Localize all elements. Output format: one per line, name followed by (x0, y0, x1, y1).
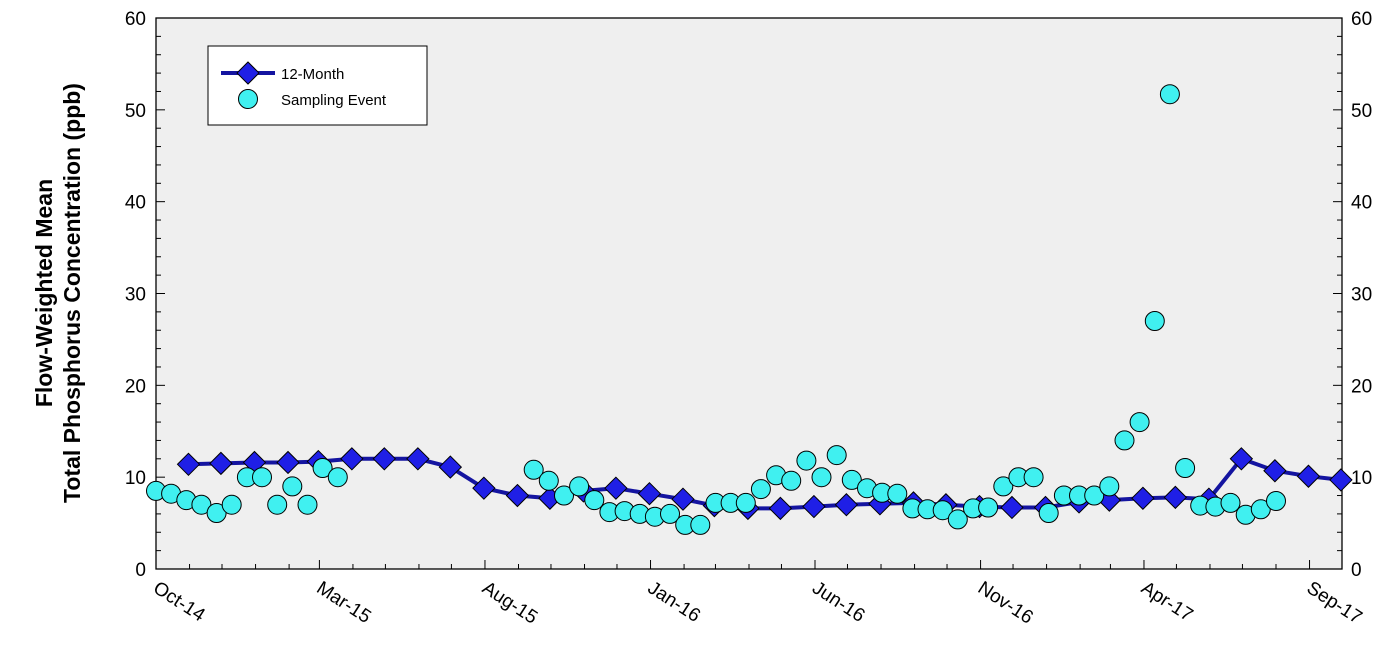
point-sampling-event (1023, 467, 1044, 488)
point-sampling-event (221, 494, 242, 515)
y-tick-label-right: 40 (1351, 193, 1372, 214)
point-sampling-event (206, 503, 227, 523)
legend-label-12-month: 12-Month (281, 66, 344, 83)
x-tick-label: Aug-15 (478, 578, 541, 629)
legend-box (207, 45, 428, 126)
y-tick-label-right: 60 (1351, 9, 1372, 30)
x-axis: Oct-14 Mar-15 Aug-15 Jan-16 Jun-16 Nov-16 Apr-… (149, 560, 1366, 629)
y-tick-label-right: 10 (1351, 468, 1372, 489)
point-sampling-event (993, 476, 1014, 497)
point-12-month (604, 476, 628, 500)
point-sampling-event (887, 483, 908, 504)
point-sampling-event (750, 479, 771, 500)
point-sampling-event (841, 469, 862, 490)
point-12-month (1296, 464, 1321, 488)
point-12-month (176, 452, 201, 477)
point-12-month (372, 447, 397, 471)
point-sampling-event (252, 467, 272, 488)
y-tick-label-left: 50 (125, 101, 146, 122)
y-tick-label-left: 30 (125, 285, 146, 306)
y-axis-title: Flow-Weighted Mean Total Phosphorus Conc… (31, 83, 85, 503)
y-tick-label-right: 20 (1351, 376, 1372, 397)
x-tick-label: Sep-17 (1303, 578, 1366, 629)
point-sampling-event (569, 476, 590, 497)
point-12-month (1263, 459, 1287, 483)
y-tick-label-left: 20 (125, 376, 146, 397)
point-sampling-event (947, 509, 968, 530)
point-12-month (1131, 486, 1155, 510)
point-12-month (1163, 485, 1188, 510)
x-tick-label: Nov-16 (974, 578, 1037, 629)
point-12-month (1000, 495, 1024, 520)
y-tick-label-right: 0 (1351, 560, 1362, 581)
point-sampling-event (1220, 492, 1241, 513)
legend-marker-12-month (236, 61, 260, 85)
y-axis-title-line1: Flow-Weighted Mean (31, 179, 57, 407)
point-sampling-event (690, 514, 711, 535)
point-12-month (276, 450, 300, 475)
point-sampling-event (1250, 499, 1271, 520)
point-12-month (209, 451, 233, 476)
y-tick-label-right: 30 (1351, 285, 1372, 306)
point-12-month (671, 487, 695, 511)
point-12-month (637, 481, 662, 506)
y-tick-label-left: 40 (125, 193, 146, 214)
point-sampling-event (584, 490, 605, 511)
point-12-month (768, 496, 793, 521)
point-sampling-event (282, 476, 303, 497)
point-sampling-event (523, 459, 544, 480)
point-12-month (340, 447, 364, 471)
point-sampling-event (1038, 503, 1059, 523)
legend: 12-Month Sampling Event (207, 45, 428, 126)
point-sampling-event (191, 494, 212, 515)
point-12-month (802, 494, 826, 519)
point-sampling-event (538, 470, 559, 491)
y-tick-label-left: 60 (125, 9, 146, 30)
point-12-month (505, 483, 530, 508)
point-sampling-event (1099, 476, 1120, 497)
x-tick-label: Apr-17 (1137, 578, 1196, 627)
point-sampling-event (1114, 430, 1135, 451)
point-sampling-event (1084, 485, 1105, 506)
point-12-month (438, 455, 463, 479)
point-sampling-event (327, 467, 348, 488)
legend-label-sampling-event: Sampling Event (281, 92, 387, 109)
series-12-month (176, 447, 1353, 521)
point-sampling-event (796, 450, 817, 471)
point-12-month (1329, 468, 1353, 492)
point-sampling-event (1266, 491, 1286, 511)
y-tick-label-left: 10 (125, 468, 146, 489)
point-sampling-event (1175, 458, 1196, 478)
point-sampling-event (781, 470, 802, 491)
x-tick-label: Jun-16 (808, 578, 868, 627)
legend-marker-sampling-event (238, 89, 258, 109)
point-sampling-event (932, 500, 953, 521)
point-sampling-event (1129, 412, 1150, 433)
point-sampling-event (826, 445, 847, 466)
point-sampling-event (660, 503, 680, 524)
y-axis-title-line2: Total Phosphorus Concentration (ppb) (59, 83, 85, 503)
y-tick-label-right: 50 (1351, 101, 1372, 122)
series-sampling-event (146, 84, 1286, 535)
right-y-axis: 0 10 20 30 40 50 60 (1333, 9, 1372, 581)
point-12-month (1229, 447, 1254, 471)
point-sampling-event (267, 494, 288, 515)
x-tick-label: Oct-14 (149, 578, 209, 627)
point-sampling-event (978, 497, 999, 518)
point-12-month (834, 493, 859, 517)
x-tick-label: Mar-15 (313, 578, 375, 628)
point-sampling-event (1144, 311, 1165, 331)
x-tick-label: Jan-16 (644, 578, 704, 627)
point-sampling-event (1159, 84, 1180, 105)
point-sampling-event (312, 458, 333, 478)
point-sampling-event (811, 467, 832, 488)
point-sampling-event (554, 485, 574, 506)
y-tick-label-left: 0 (135, 560, 146, 581)
point-12-month (406, 447, 430, 471)
point-sampling-event (297, 494, 318, 515)
point-sampling-event (735, 492, 756, 513)
left-y-axis: 0 10 20 30 40 50 60 (125, 9, 165, 581)
point-12-month (472, 476, 496, 500)
